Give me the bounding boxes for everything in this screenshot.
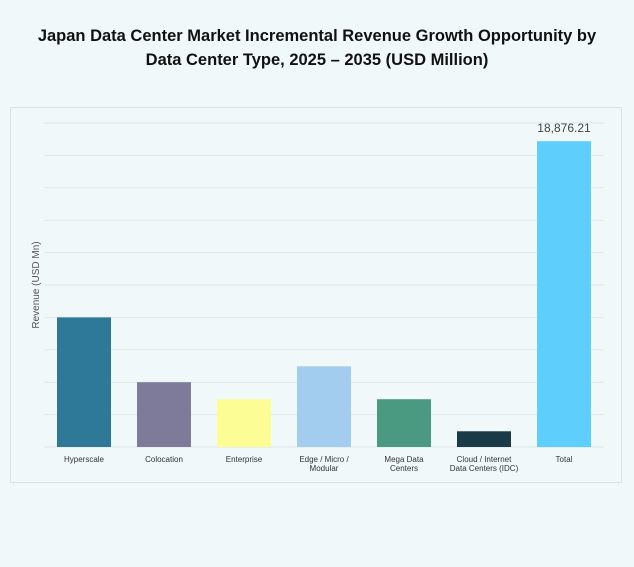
bar	[57, 317, 111, 447]
bar	[217, 399, 271, 447]
chart-title-line1: Japan Data Center Market Incremental Rev…	[37, 27, 597, 45]
bar	[137, 382, 191, 447]
bar	[537, 141, 591, 448]
chart-title-line2: Data Center Type, 2025 – 2035 (USD Milli…	[145, 51, 489, 69]
x-tick-label: Total	[556, 455, 573, 464]
x-tick-label: Centers	[390, 464, 418, 473]
y-axis-label: Revenue (USD Mn)	[31, 241, 42, 328]
data-label: 18,876.21	[537, 121, 591, 135]
x-tick-label: Hyperscale	[64, 455, 105, 464]
x-tick-label: Cloud / Internet	[457, 455, 512, 464]
x-tick-label: Data Centers (IDC)	[450, 464, 519, 473]
bar	[297, 366, 351, 447]
x-tick-label: Modular	[310, 464, 339, 473]
x-tick-label: Mega Data	[384, 455, 424, 464]
bar	[377, 399, 431, 447]
x-tick-label: Edge / Micro /	[299, 455, 349, 464]
bar	[457, 431, 511, 447]
x-tick-label: Colocation	[145, 455, 183, 464]
x-tick-label: Enterprise	[226, 455, 263, 464]
chart-title: Japan Data Center Market Incremental Rev…	[0, 24, 634, 72]
